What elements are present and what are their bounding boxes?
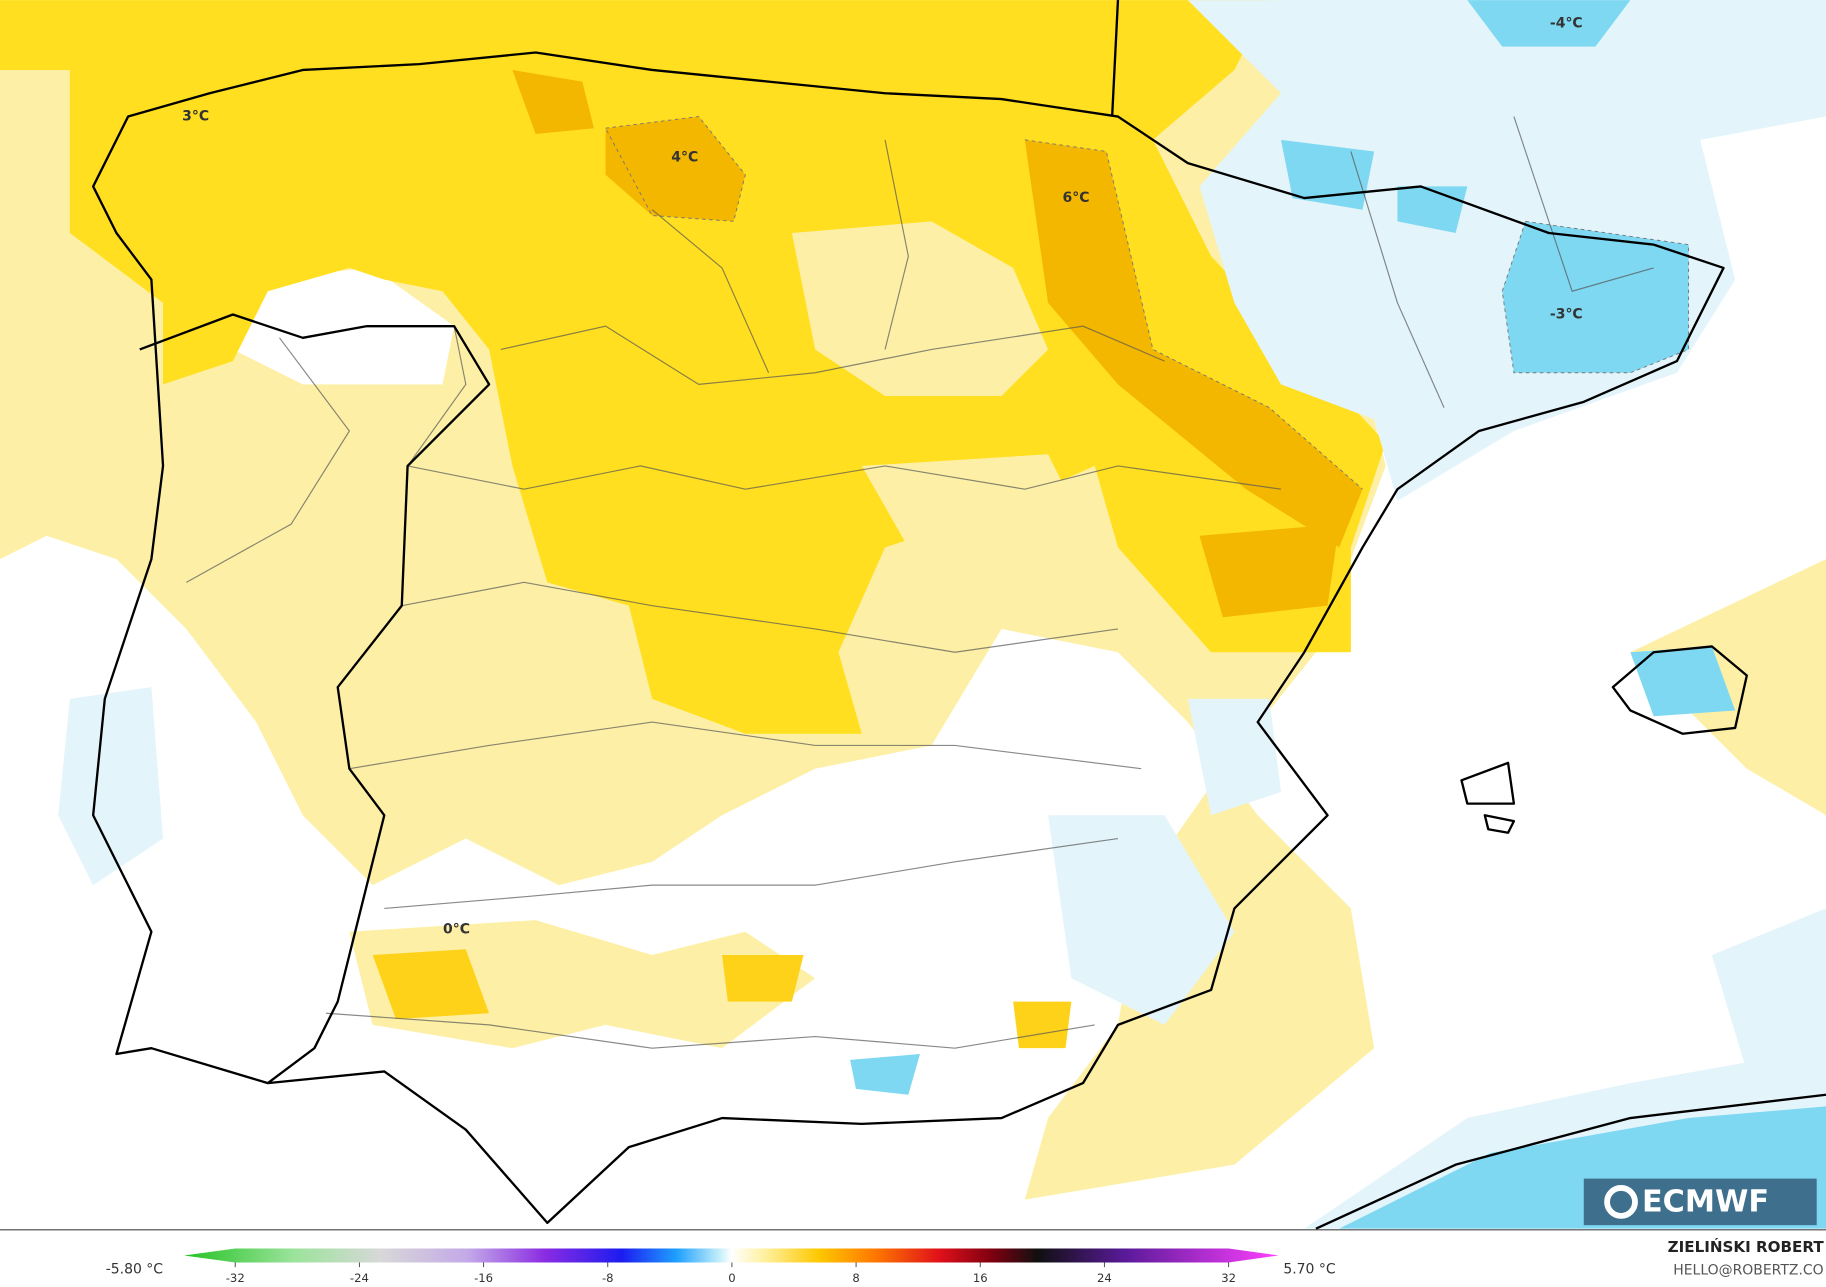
field-orange (512, 69, 594, 135)
colorbar: -5.80 °C 5.70 °C -32 -24 -16 -8 0 8 16 24 32 (106, 1248, 1336, 1285)
field-cyan (1630, 646, 1736, 717)
borders (91, 0, 1826, 1230)
field-pale-yellow (791, 221, 1049, 397)
field-yellow (1013, 1001, 1072, 1049)
colorbar-tick-label: -24 (350, 1271, 369, 1285)
field-yellow (722, 955, 804, 1002)
field-light-blue (1048, 815, 1235, 1025)
credit-author: ZIELIŃSKI ROBERT (1668, 1237, 1825, 1256)
field-light-blue (58, 687, 164, 886)
field-cyan (1502, 221, 1689, 373)
map-label: -3°C (1550, 307, 1583, 323)
logo: ECMWF (1583, 1178, 1817, 1226)
field-light-blue (1187, 0, 1826, 501)
field-orange (1024, 139, 1363, 548)
colorbar-tick-label: 8 (852, 1271, 859, 1285)
colorbar-tick-label: 24 (1097, 1271, 1112, 1285)
logo-icon (1604, 1185, 1638, 1219)
field-cyan (850, 1054, 920, 1095)
map-label: 0°C (443, 921, 470, 937)
contour-line (604, 116, 1690, 490)
field-cyan (1467, 0, 1631, 47)
coastline (91, 51, 1725, 1225)
colorbar-tick-label: -8 (602, 1271, 614, 1285)
field-orange (1199, 524, 1340, 618)
colorbar-tick-label: 0 (728, 1271, 735, 1285)
colorbar-tick-label: 16 (973, 1271, 988, 1285)
colorbar-tick-label: -32 (226, 1271, 245, 1285)
field-orange (605, 116, 746, 222)
field-yellow (372, 949, 490, 1020)
africa-coast (1315, 1093, 1826, 1230)
colorbar-min: -5.80 °C (106, 1261, 163, 1277)
border-line (139, 0, 1120, 1085)
map-label: 6°C (1063, 190, 1090, 206)
colorbar-tick-label: -16 (474, 1271, 493, 1285)
logo-text: ECMWF (1642, 1185, 1769, 1220)
field-light-blue (1187, 698, 1281, 816)
map-label: 3°C (182, 109, 209, 125)
field-pale-yellow (1630, 559, 1826, 816)
island (1460, 645, 1748, 834)
map-label: 4°C (671, 149, 698, 165)
colorbar-bar (183, 1248, 1279, 1263)
field-white (232, 267, 455, 385)
colorbar-max: 5.70 °C (1283, 1261, 1335, 1277)
credit-email: HELLO@ROBERTZ.CO (1673, 1263, 1823, 1279)
map-labels: 3°C 4°C 6°C -4°C -3°C 0°C (182, 15, 1583, 937)
colorbar-tick-label: 32 (1221, 1271, 1236, 1285)
map-label: -4°C (1550, 15, 1583, 31)
field-pale-yellow (861, 454, 1084, 560)
